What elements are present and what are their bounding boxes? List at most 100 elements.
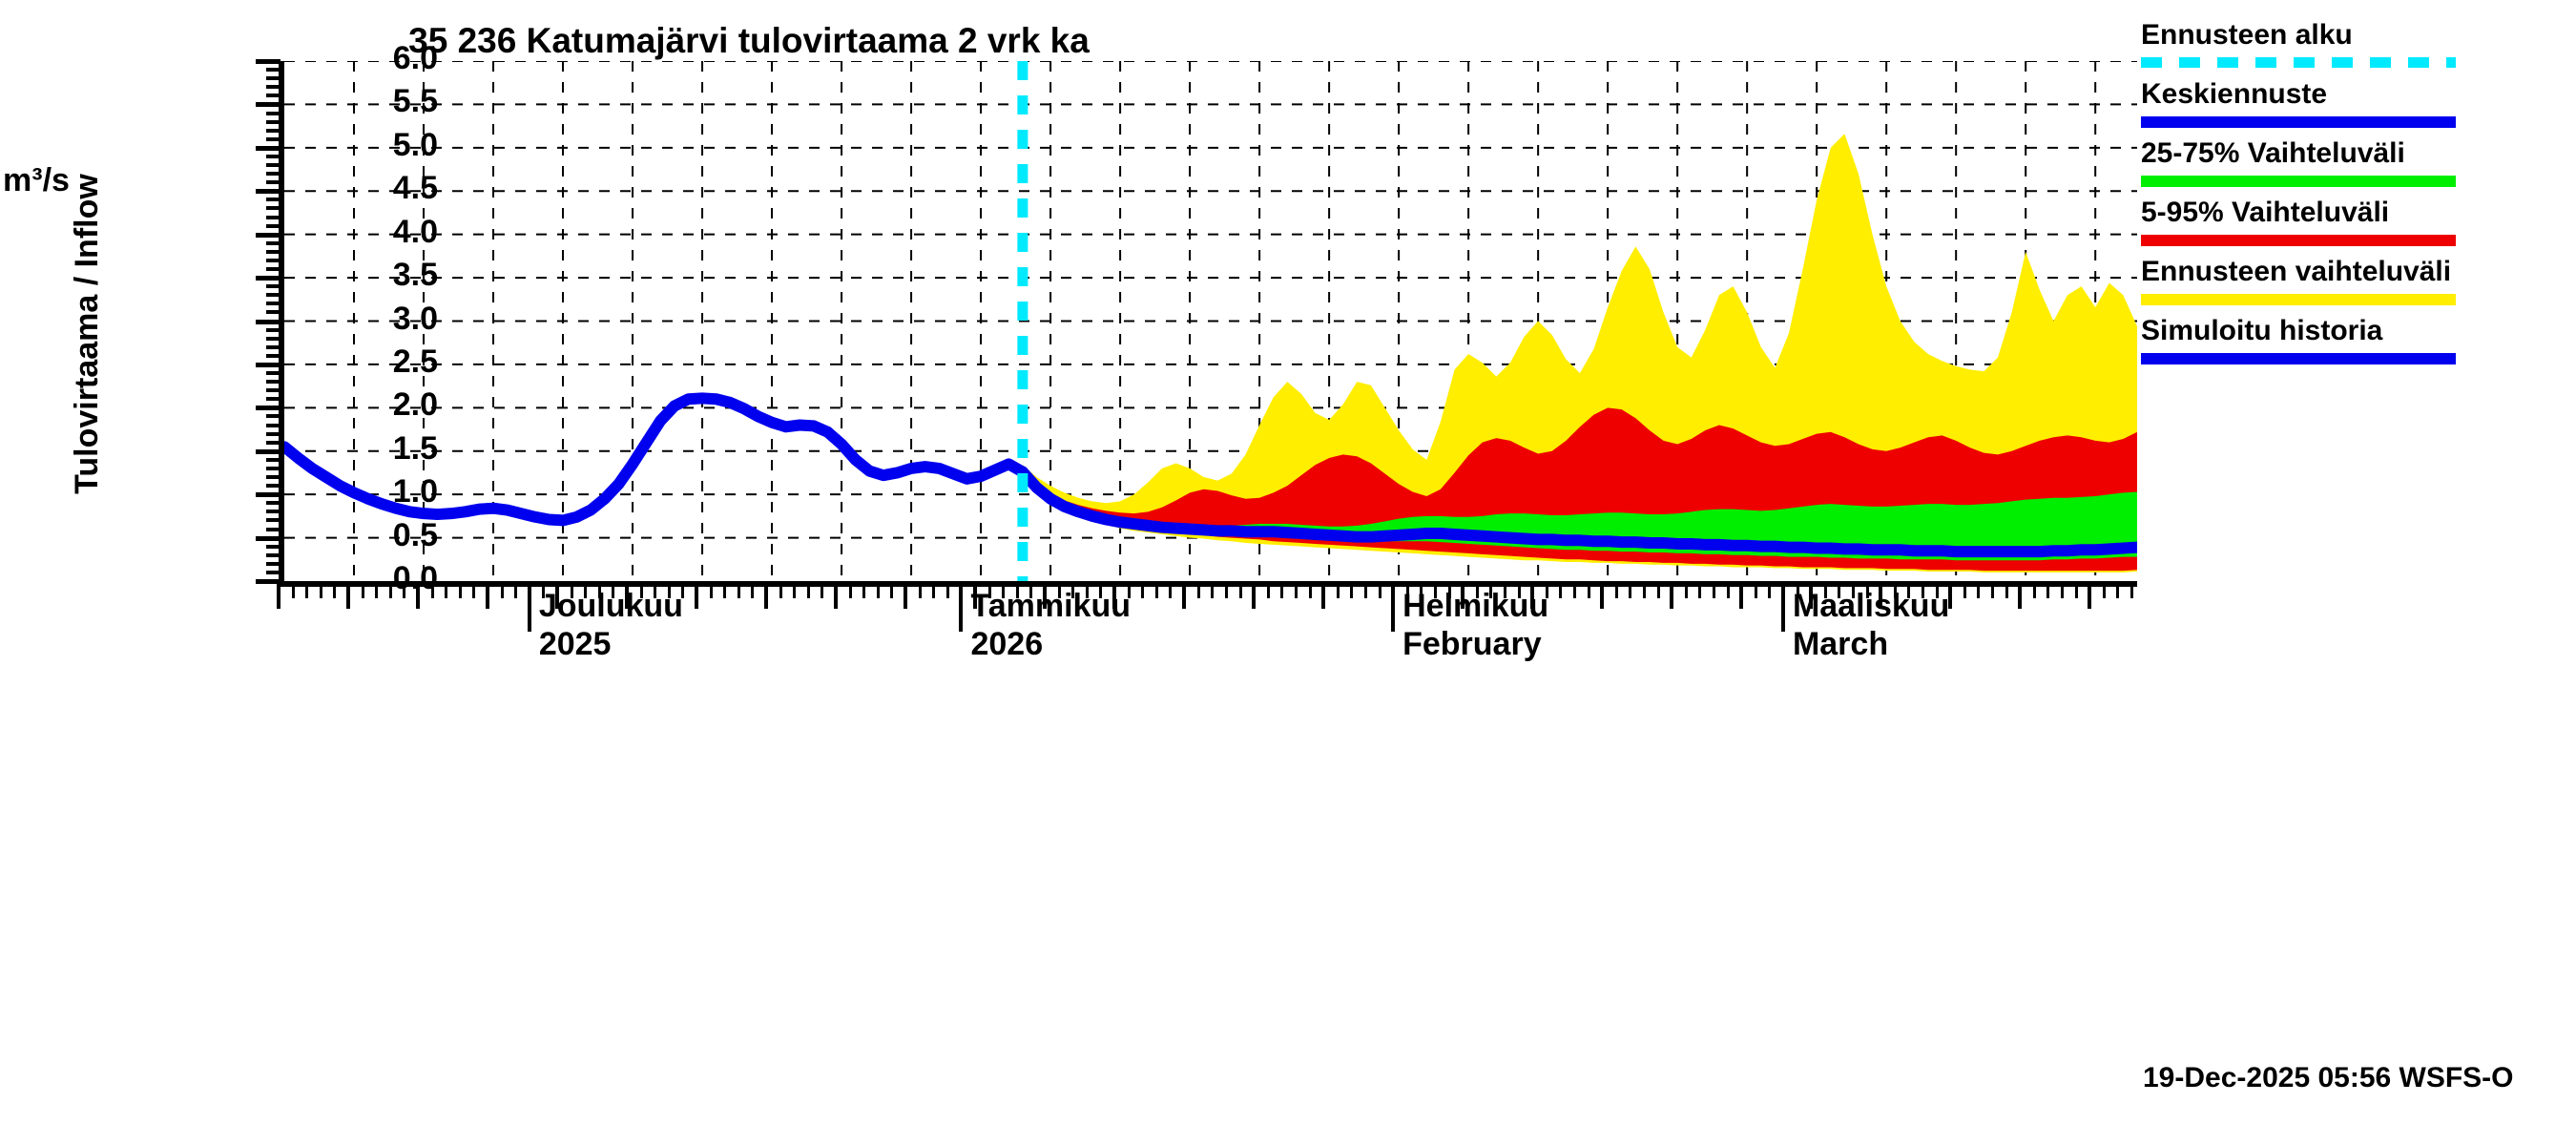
y-tick-mark-minor [266, 570, 280, 574]
x-tick-mark-minor [1768, 584, 1772, 598]
y-tick-mark-minor [266, 353, 280, 358]
y-tick-mark-minor [266, 431, 280, 436]
x-tick-mark-minor [1433, 584, 1437, 598]
x-tick-mark-minor [1642, 584, 1646, 598]
x-tick-mark-minor [2032, 584, 2036, 598]
x-tick-mark-minor [472, 584, 476, 598]
y-tick-mark-minor [266, 85, 280, 90]
x-axis-month-label: Joulukuu 2025 [539, 587, 683, 663]
x-tick-mark-minor [500, 584, 504, 598]
y-tick-mark-minor [266, 154, 280, 158]
y-tick-mark [256, 406, 280, 411]
legend-swatch-solid [2141, 176, 2456, 187]
x-tick-mark-minor [987, 584, 991, 598]
x-tick-mark-minor [1684, 584, 1688, 598]
legend-swatch-solid [2141, 235, 2456, 246]
y-tick-mark [256, 145, 280, 151]
x-tick-mark [1809, 584, 1814, 609]
y-tick-mark-minor [266, 466, 280, 470]
y-tick-mark [256, 448, 280, 454]
y-tick-mark-minor [266, 440, 280, 445]
x-tick-mark-minor [793, 584, 797, 598]
x-tick-mark-minor [1350, 584, 1354, 598]
y-tick-mark-minor [266, 344, 280, 349]
x-tick-mark-minor [2074, 584, 2078, 598]
x-tick-mark-minor [918, 584, 922, 598]
y-tick-mark-minor [266, 457, 280, 462]
y-tick-mark [256, 276, 280, 281]
x-axis-month-en: 2025 [538, 626, 612, 662]
x-tick-mark-minor [1211, 584, 1215, 598]
legend-label: Simuloitu historia [2141, 315, 2383, 346]
x-tick-mark-minor [1656, 584, 1660, 598]
x-tick-mark [695, 584, 699, 609]
legend-swatch-dashed [2141, 57, 2456, 68]
legend-label: 5-95% Vaihteluväli [2141, 197, 2390, 228]
x-tick-mark-minor [1238, 584, 1242, 598]
x-tick-mark-minor [1698, 584, 1702, 598]
x-tick-mark-minor [2130, 584, 2133, 598]
chart-canvas [284, 61, 2137, 581]
x-tick-mark-minor [681, 584, 685, 598]
x-tick-mark-minor [542, 584, 546, 598]
y-tick-mark [256, 535, 280, 541]
x-tick-mark-minor [514, 584, 518, 598]
x-tick-mark-minor [2102, 584, 2106, 598]
x-tick-mark-minor [751, 584, 755, 598]
legend-swatch-solid [2141, 353, 2456, 364]
x-tick-mark-minor [1336, 584, 1340, 598]
x-tick-mark-minor [1489, 584, 1493, 598]
y-tick-mark-minor [266, 128, 280, 133]
x-tick-mark-minor [1420, 584, 1423, 598]
x-tick-mark-minor [2060, 584, 2064, 598]
x-tick-mark [973, 584, 978, 609]
x-tick-mark-minor [1796, 584, 1799, 598]
x-tick-mark-minor [1977, 584, 1981, 598]
x-tick-mark-minor [1141, 584, 1145, 598]
y-tick-label: 5.0 [392, 126, 438, 163]
y-tick-mark-minor [266, 380, 280, 385]
x-tick-mark [1879, 584, 1883, 609]
x-tick-mark-minor [1224, 584, 1228, 598]
y-tick-mark-minor [266, 249, 280, 254]
y-tick-mark [256, 232, 280, 238]
x-tick-mark [1461, 584, 1465, 609]
x-tick-mark [834, 584, 839, 609]
x-tick-mark-minor [1071, 584, 1075, 598]
x-tick-mark-minor [1838, 584, 1841, 598]
x-tick-mark [1600, 584, 1605, 609]
y-axis-label: Tulovirtaama / Inflow [69, 174, 105, 494]
y-tick-mark-minor [266, 94, 280, 98]
x-month-tick [527, 584, 531, 632]
x-tick-mark-minor [1099, 584, 1103, 598]
y-tick-mark-minor [266, 423, 280, 427]
y-tick-mark-minor [266, 397, 280, 402]
y-tick-label: 6.0 [392, 40, 438, 76]
y-tick-mark-minor [266, 388, 280, 393]
x-tick-mark-minor [430, 584, 434, 598]
x-tick-mark-minor [1447, 584, 1451, 598]
x-tick-mark-minor [1127, 584, 1131, 598]
x-tick-mark [1043, 584, 1048, 609]
x-tick-mark-minor [1503, 584, 1506, 598]
x-tick-mark [346, 584, 350, 609]
y-tick-label: 2.0 [392, 386, 438, 424]
x-tick-mark-minor [862, 584, 866, 598]
x-tick-mark-minor [1363, 584, 1367, 598]
y-tick-mark-minor [266, 240, 280, 245]
x-tick-mark-minor [1587, 584, 1590, 598]
y-tick-mark-minor [266, 223, 280, 228]
x-tick-mark-minor [806, 584, 810, 598]
x-axis-month-fi: Joulukuu [538, 588, 683, 624]
y-tick-mark-minor [266, 136, 280, 141]
band-25-75% Vaihteluväli [1022, 469, 2137, 561]
legend-label: Keskiennuste [2141, 78, 2328, 110]
x-tick-mark [2018, 584, 2023, 609]
x-axis-month-en: March [1792, 626, 1889, 662]
x-tick-mark [1948, 584, 1953, 609]
x-tick-mark [1321, 584, 1326, 609]
y-tick-mark-minor [266, 327, 280, 332]
legend-swatch-solid [2141, 116, 2456, 128]
x-tick-mark-minor [597, 584, 601, 598]
